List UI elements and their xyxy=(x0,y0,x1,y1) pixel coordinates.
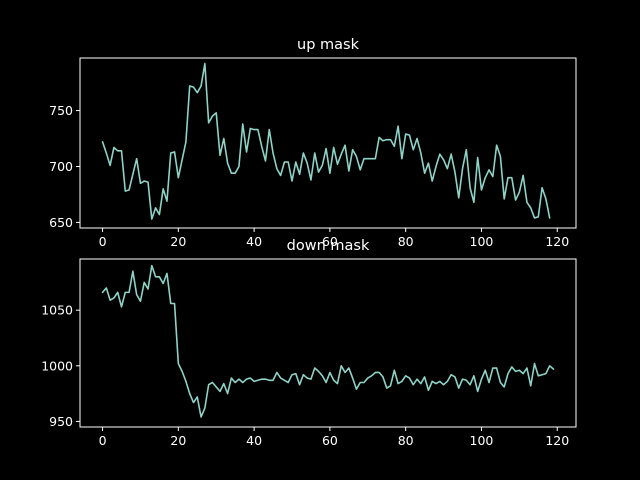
chart-title: up mask xyxy=(297,37,360,53)
series-line xyxy=(101,264,555,418)
axes-frame xyxy=(79,258,577,428)
x-tick-label: 40 xyxy=(246,234,262,249)
plot-marks: 0 20 40 60 80 100 120 650 700 750 xyxy=(49,62,569,249)
series-line xyxy=(101,62,551,220)
x-tick-label: 20 xyxy=(170,234,186,249)
subplot-down-mask: 0 20 40 60 80 100 120 950 1000 1050 down mask xyxy=(41,238,577,448)
x-tick-label: 100 xyxy=(470,433,494,448)
x-tick-label: 100 xyxy=(470,234,494,249)
x-tick-label: 80 xyxy=(398,433,414,448)
y-tick-label: 700 xyxy=(49,159,73,174)
x-tick-label: 60 xyxy=(322,234,338,249)
subplot-up-mask: 0 20 40 60 80 100 120 650 700 750 up mask xyxy=(49,37,577,249)
x-tick-label: 20 xyxy=(170,433,186,448)
x-tick-label: 120 xyxy=(545,433,569,448)
y-tick-label: 1050 xyxy=(41,303,73,318)
x-tick-label: 0 xyxy=(99,234,107,249)
plot-marks: 0 20 40 60 80 100 120 950 1000 1050 xyxy=(41,264,569,448)
x-tick-label: 40 xyxy=(246,433,262,448)
x-tick-label: 0 xyxy=(99,433,107,448)
y-tick-label: 1000 xyxy=(41,358,73,373)
y-tick-label: 950 xyxy=(49,414,73,429)
x-tick-label: 80 xyxy=(398,234,414,249)
x-tick-label: 60 xyxy=(322,433,338,448)
y-tick-label: 650 xyxy=(49,215,73,230)
axes-frame xyxy=(79,57,577,229)
y-tick-label: 750 xyxy=(49,103,73,118)
chart-title: down mask xyxy=(287,238,370,254)
x-tick-label: 120 xyxy=(545,234,569,249)
